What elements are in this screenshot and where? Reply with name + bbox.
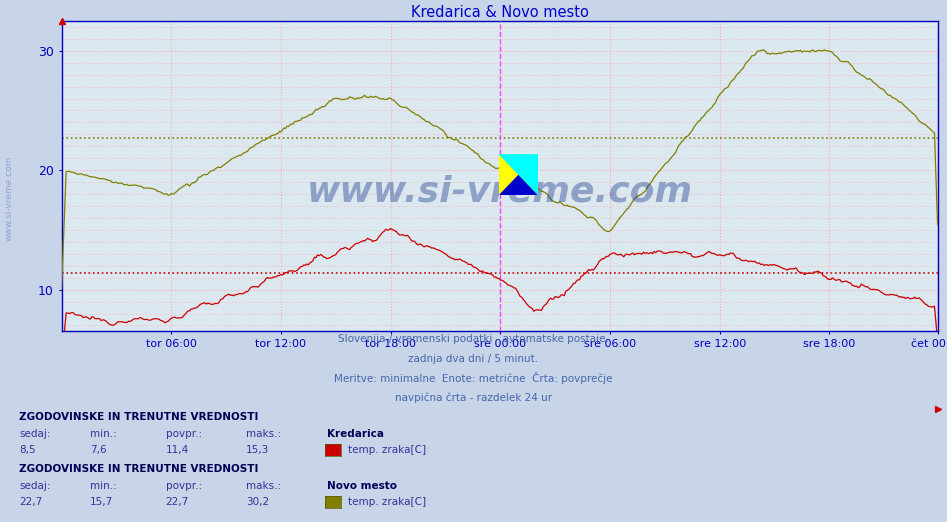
- Text: maks.:: maks.:: [246, 429, 281, 439]
- Text: ZGODOVINSKE IN TRENUTNE VREDNOSTI: ZGODOVINSKE IN TRENUTNE VREDNOSTI: [19, 465, 259, 474]
- Text: povpr.:: povpr.:: [166, 429, 202, 439]
- Text: ZGODOVINSKE IN TRENUTNE VREDNOSTI: ZGODOVINSKE IN TRENUTNE VREDNOSTI: [19, 412, 259, 422]
- Text: 11,4: 11,4: [166, 445, 189, 455]
- Text: povpr.:: povpr.:: [166, 481, 202, 491]
- Text: 15,3: 15,3: [246, 445, 270, 455]
- Text: Novo mesto: Novo mesto: [327, 481, 397, 491]
- Text: Meritve: minimalne  Enote: metrične  Črta: povprečje: Meritve: minimalne Enote: metrične Črta:…: [334, 372, 613, 384]
- Text: 7,6: 7,6: [90, 445, 107, 455]
- Text: 8,5: 8,5: [19, 445, 36, 455]
- Polygon shape: [498, 175, 538, 195]
- Title: Kredarica & Novo mesto: Kredarica & Novo mesto: [411, 5, 588, 20]
- Text: www.si-vreme.com: www.si-vreme.com: [5, 156, 14, 241]
- Text: temp. zraka[C]: temp. zraka[C]: [348, 445, 426, 455]
- Text: www.si-vreme.com: www.si-vreme.com: [307, 175, 692, 209]
- Text: 30,2: 30,2: [246, 497, 269, 507]
- Polygon shape: [498, 154, 538, 195]
- Text: 22,7: 22,7: [166, 497, 189, 507]
- Text: zadnja dva dni / 5 minut.: zadnja dva dni / 5 minut.: [408, 354, 539, 364]
- Text: 15,7: 15,7: [90, 497, 114, 507]
- Text: Kredarica: Kredarica: [327, 429, 384, 439]
- Text: min.:: min.:: [90, 481, 116, 491]
- Text: Slovenija / vremenski podatki - avtomatske postaje.: Slovenija / vremenski podatki - avtomats…: [338, 334, 609, 344]
- Text: sedaj:: sedaj:: [19, 481, 50, 491]
- Text: temp. zraka[C]: temp. zraka[C]: [348, 497, 426, 507]
- Text: min.:: min.:: [90, 429, 116, 439]
- Text: navpična črta - razdelek 24 ur: navpična črta - razdelek 24 ur: [395, 393, 552, 404]
- Text: 22,7: 22,7: [19, 497, 43, 507]
- Text: sedaj:: sedaj:: [19, 429, 50, 439]
- Text: maks.:: maks.:: [246, 481, 281, 491]
